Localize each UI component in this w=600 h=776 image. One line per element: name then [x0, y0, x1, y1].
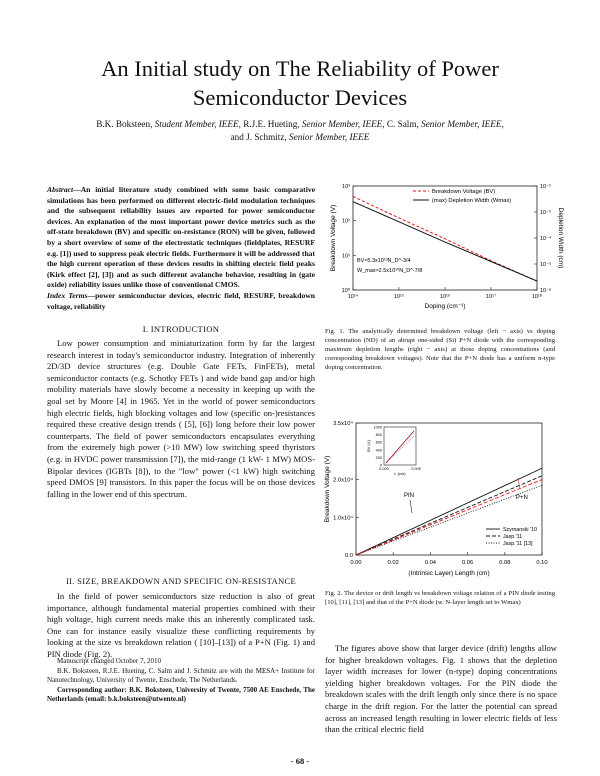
y-tick-label: 10⁰: [342, 287, 351, 294]
y2-axis-label: Depletion Width (cm): [557, 208, 564, 269]
y-axis-label: Breakdown Voltage (V): [330, 205, 337, 271]
inset-y-label: BV (V): [366, 439, 371, 451]
x-tick-label: 0.06: [462, 560, 473, 566]
index-terms-text: —power semiconductor devices, electric f…: [47, 291, 316, 311]
y-tick-label: 3.5x10⁴: [333, 420, 353, 427]
author-line-1: B.K. Boksteen, Student Member, IEEE, R.J…: [40, 118, 560, 131]
footnote-manuscript: Manuscript changed October 7, 2010: [57, 657, 161, 665]
y-tick-label: 10¹: [342, 253, 350, 259]
y2-tick-label: 10⁻⁵: [540, 261, 551, 268]
section-size-breakdown-text: In the field of power semiconductors siz…: [47, 591, 315, 659]
figure-2-chart: 0.00 0.02 0.04 0.06 0.08 0.10 0.0 1.0x10⁴ 2.0x10…: [324, 420, 548, 577]
section-size-breakdown-continued: The figures above show that larger devic…: [325, 643, 557, 735]
x-tick-label: 0.10: [536, 560, 547, 566]
inset-x-tick-label: 0.005: [411, 467, 421, 471]
y-tick-label: 10²: [342, 219, 350, 225]
x-axis-label: Doping (cm⁻³): [425, 303, 466, 310]
series-line: [355, 467, 543, 556]
abstract-label: Abstract: [47, 185, 74, 194]
figure-1-chart: 10¹⁴ 10¹⁵ 10¹⁶ 10¹⁷ 10¹⁸ 10⁰ 10¹ 10² 10³ 10⁻⁶ 10⁻⁵…: [330, 184, 564, 310]
author-role: Student Member, IEEE: [154, 119, 239, 129]
y-tick-label: 2.0x10⁴: [333, 477, 353, 484]
author-name: , R.J.E. Hueting,: [238, 119, 302, 129]
author-role: Senior Member, IEEE: [289, 132, 370, 142]
inset-y-tick-label: 600: [376, 441, 382, 445]
figure-2-caption: Fig. 2. The device or drift length vs br…: [325, 590, 555, 606]
formula-annotation: W_max≈2.5x10¹⁰N_D^-7/8: [357, 267, 422, 274]
author-name: and J. Schmitz,: [230, 132, 290, 142]
inset-y-tick-label: 400: [376, 448, 382, 452]
index-terms: Index Terms—power semiconductor devices,…: [47, 291, 315, 312]
y2-tick-label: 10⁻⁴: [540, 235, 552, 242]
legend-entry: (max) Depletion Width (Wmax): [432, 198, 511, 204]
series-line: [352, 201, 538, 282]
inset-series-line: [385, 432, 413, 464]
x-tick-label: 10¹⁸: [532, 293, 542, 300]
abstract-text: —An initial literature study combined wi…: [47, 185, 315, 290]
y-tick-label: 1.0x10⁴: [333, 514, 353, 521]
formula-annotation: BV≈5.3x10¹³N_D^-3/4: [357, 258, 411, 264]
pn-label: P+N: [516, 495, 528, 501]
series-line: [355, 475, 543, 556]
inset-y-tick-label: 1000: [374, 426, 382, 430]
x-tick-label: 10¹⁴: [348, 293, 359, 300]
y-tick-label: 10³: [342, 184, 350, 190]
footnote-affiliation: B.K. Boksteen, R.J.E. Hueting, C. Salm a…: [47, 666, 315, 685]
x-tick-label: 0.08: [499, 560, 510, 566]
x-tick-label: 10¹⁷: [486, 293, 496, 300]
page-number: - 68 -: [290, 756, 310, 766]
author-name: B.K. Boksteen,: [96, 119, 155, 129]
inset-y-tick-label: 800: [376, 433, 382, 437]
author-role: Senior Member, IEEE: [301, 119, 383, 129]
inset-y-tick-label: 0: [380, 464, 382, 468]
x-tick-label: 0.02: [388, 560, 399, 566]
y2-tick-label: 10⁻⁶: [540, 287, 551, 294]
author-name: , C. Salm,: [382, 119, 422, 129]
y-tick-label: 0.0: [345, 553, 353, 559]
inset-frame: [383, 426, 417, 466]
pin-arrow: [409, 499, 413, 514]
legend-entry: Szymanski '10: [503, 527, 537, 533]
series-line: [352, 195, 538, 282]
section-introduction-text: Low power consumption and miniaturizatio…: [47, 338, 315, 499]
section-heading-size-breakdown: II. SIZE, BREAKDOWN AND SPECIFIC ON-RESI…: [65, 576, 297, 586]
pn-arrow: [517, 477, 521, 490]
legend-entry: Breakdown Voltage (BV): [432, 189, 495, 195]
author-role: Senior Member, IEEE: [421, 119, 502, 129]
footnote-correspondence: Corresponding author: B.K. Boksteen, Uni…: [47, 686, 315, 705]
footnote-correspondence-text: Corresponding author: B.K. Boksteen, Uni…: [47, 685, 315, 704]
index-terms-label: Index Terms: [47, 291, 88, 300]
x-tick-label: 0.00: [350, 560, 361, 566]
y2-tick-label: 10⁻²: [540, 184, 551, 190]
inset-x-label: L (cm): [394, 471, 406, 476]
x-tick-label: 10¹⁶: [440, 293, 450, 300]
author-line-2: and J. Schmitz, Senior Member, IEEE: [40, 131, 560, 144]
abstract: Abstract—An initial literature study com…: [47, 185, 315, 291]
author-name: ,: [501, 119, 504, 129]
x-tick-label: 10¹⁵: [394, 293, 404, 300]
x-axis-label: (Intrinsic Layer) Length (cm): [408, 570, 489, 577]
legend-entry: Jasp.'11: [503, 534, 522, 540]
inset-series-line: [385, 435, 415, 464]
pin-label: PIN: [404, 493, 414, 499]
series-line: [355, 484, 543, 556]
section-heading-introduction: I. INTRODUCTION: [142, 324, 220, 334]
author-list: B.K. Boksteen, Student Member, IEEE, R.J…: [40, 118, 560, 144]
plot-frame: [355, 422, 543, 556]
legend-entry: Jasp.'11 [13]: [503, 541, 533, 547]
y2-tick-label: 10⁻³: [540, 210, 551, 216]
series-line: [355, 479, 543, 556]
y-axis-label: Breakdown Voltage (V): [324, 456, 331, 522]
x-tick-label: 0.04: [425, 560, 437, 566]
inset-x-tick-label: 0.000: [379, 467, 389, 471]
figure-1-caption: Fig. 1. The analytically determined brea…: [325, 328, 555, 371]
paper-title: An Initial study on The Reliability of P…: [101, 56, 499, 110]
inset-y-tick-label: 200: [376, 456, 382, 460]
footnotes: Manuscript changed October 7, 2010 B.K. …: [47, 657, 315, 705]
